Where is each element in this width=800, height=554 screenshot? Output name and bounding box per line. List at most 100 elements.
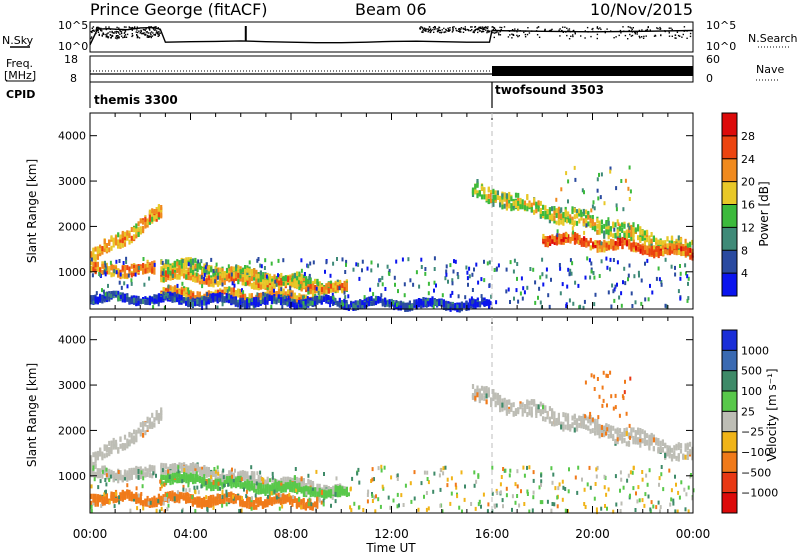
power-cell: [598, 223, 601, 229]
power-cell: [192, 265, 195, 271]
noise-dot: [441, 29, 443, 31]
power-scatter-cell: [614, 284, 617, 289]
power-cell: [255, 284, 258, 290]
velocity-cell: [90, 464, 93, 470]
power-cell: [596, 247, 599, 253]
noise-dot: [449, 27, 451, 29]
noise-dot: [538, 36, 541, 38]
power-cell: [148, 219, 151, 225]
power-cell: [173, 272, 177, 278]
power-scatter-cell: [119, 294, 122, 299]
power-scatter-cell: [195, 272, 198, 277]
power-cell: [214, 296, 217, 302]
power-cell: [384, 297, 387, 303]
power-cell: [275, 299, 278, 305]
velocity-cell: [241, 470, 244, 476]
velocity-cell: [228, 478, 231, 484]
power-cell: [212, 282, 215, 288]
power-cell: [426, 297, 430, 303]
power-cell: [336, 301, 339, 307]
power-cell: [553, 237, 556, 242]
noise-dot: [551, 28, 553, 31]
power-cell: [164, 259, 168, 265]
power-scatter-cell: [281, 276, 284, 281]
power-scatter-cell: [658, 277, 661, 282]
power-cell: [630, 236, 633, 242]
power-cell: [680, 251, 683, 257]
velocity-cell: [325, 484, 328, 490]
power-scatter-cell: [221, 282, 224, 287]
noise-dot: [574, 33, 576, 35]
power-cell: [185, 297, 188, 303]
power-cell: [677, 247, 680, 252]
velocity-cell: [248, 480, 251, 486]
noise-dot: [105, 36, 107, 38]
power-scatter-cell: [600, 259, 603, 264]
noise-dot: [105, 33, 107, 36]
power-cell: [648, 235, 651, 241]
power-cell: [230, 276, 233, 282]
noise-dot: [138, 30, 140, 32]
power-scatter-cell: [363, 295, 366, 300]
velocity-cell: [139, 466, 142, 472]
power-scatter-cell: [361, 259, 364, 264]
power-cell: [99, 244, 102, 250]
velocity-cell: [105, 452, 108, 458]
power-scatter-cell: [505, 289, 508, 294]
power-scatter-cell: [580, 209, 582, 214]
power-scatter-cell: [210, 257, 213, 262]
power-cell: [551, 213, 554, 219]
power-scatter-cell: [687, 276, 690, 281]
velocity-cell: [309, 486, 312, 492]
power-cell: [573, 214, 576, 220]
velocity-cell: [300, 487, 303, 493]
power-scatter-cell: [99, 272, 101, 277]
noise-dot: [95, 28, 98, 30]
power-cell: [126, 232, 129, 238]
power-cell: [609, 226, 612, 232]
power-scatter-cell: [490, 294, 493, 299]
velocity-cell: [94, 458, 97, 464]
power-scatter-cell: [227, 264, 230, 269]
power-cell: [180, 289, 183, 295]
power-cell: [679, 237, 683, 243]
power-cell: [101, 270, 104, 275]
power-cell: [316, 297, 319, 302]
power-scatter-cell: [127, 273, 130, 278]
power-cell: [176, 273, 179, 279]
noise-dot: [118, 27, 120, 29]
power-cell: [234, 296, 237, 302]
power-cell: [135, 229, 138, 235]
noise-dot: [646, 28, 649, 31]
power-cell: [246, 298, 249, 304]
noise-dot: [480, 26, 482, 28]
noise-dot: [470, 26, 472, 28]
velocity-cell: [96, 473, 99, 479]
velocity-cell: [259, 489, 262, 495]
velocity-cell: [117, 478, 120, 484]
noise-dot: [471, 29, 473, 31]
velocity-cell: [223, 476, 226, 482]
velocity-cell: [92, 497, 95, 503]
power-cell: [632, 222, 635, 228]
power-scatter-cell: [265, 274, 268, 279]
power-scatter-cell: [651, 290, 654, 295]
power-cell: [239, 289, 242, 295]
power-cell: [576, 238, 579, 244]
power-scatter-cell: [674, 265, 676, 270]
power-scatter-cell: [241, 297, 244, 302]
noise-dot: [590, 35, 592, 38]
velocity-cell: [148, 464, 151, 470]
power-cell: [573, 220, 576, 226]
velocity-cell: [271, 486, 274, 492]
power-cell: [632, 231, 635, 237]
velocity-cell: [323, 484, 326, 490]
noise-dot: [544, 28, 546, 31]
power-cell: [135, 264, 138, 270]
noise-dot: [117, 36, 120, 39]
power-cell: [318, 281, 321, 287]
noise-dot: [559, 35, 561, 37]
power-scatter-cell: [418, 284, 421, 289]
power-scatter-cell: [607, 290, 610, 295]
power-cell: [246, 275, 249, 281]
